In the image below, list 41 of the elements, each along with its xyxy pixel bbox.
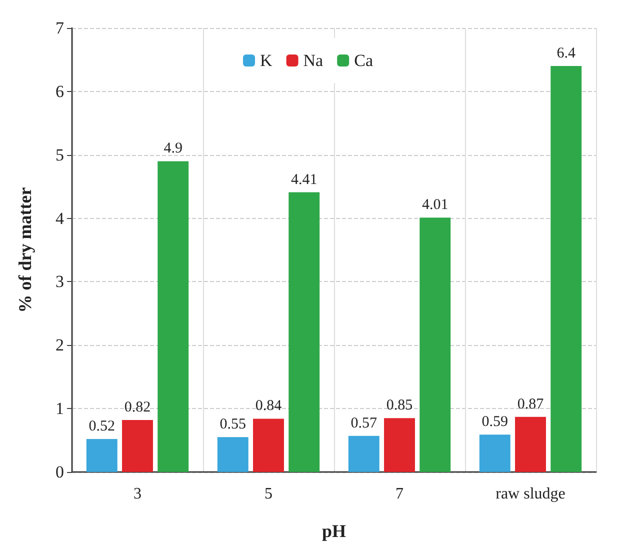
legend-label: K	[260, 51, 274, 70]
bar	[384, 418, 415, 472]
bar	[158, 161, 189, 472]
data-label: 0.55	[220, 416, 246, 433]
bar	[348, 436, 380, 472]
x-axis-title: pH	[322, 521, 346, 541]
y-tick-label: 5	[56, 145, 64, 164]
bar	[288, 192, 320, 472]
data-label: 4.9	[164, 140, 182, 157]
y-tick-label: 7	[56, 18, 64, 38]
data-label: 0.87	[517, 396, 544, 412]
bar	[217, 437, 248, 472]
y-tick-label: 3	[56, 272, 64, 292]
y-tick-label: 6	[56, 82, 64, 101]
data-label: 4.01	[422, 197, 448, 214]
bar	[550, 66, 582, 472]
data-label: 6.4	[556, 46, 576, 62]
y-axis-title: % of dry matter	[15, 187, 35, 313]
data-label: 0.85	[386, 398, 413, 414]
x-tick-label: 5	[264, 486, 272, 502]
x-tick-label: raw sludge	[496, 486, 566, 502]
data-label: 4.41	[290, 172, 318, 188]
data-label: 0.59	[482, 414, 508, 430]
x-tick-label: 3	[134, 486, 142, 502]
bar	[515, 416, 546, 472]
y-tick-label: 1	[56, 399, 64, 418]
data-label: 0.52	[88, 418, 116, 435]
y-tick-label: 4	[56, 208, 64, 228]
bar	[253, 418, 284, 472]
bar	[479, 434, 510, 472]
legend-label: Ca	[354, 51, 374, 70]
x-tick-label: 7	[396, 486, 404, 502]
bar	[420, 218, 451, 472]
data-label: 0.82	[124, 399, 151, 416]
legend-label: Na	[303, 51, 324, 70]
data-label: 0.57	[350, 415, 378, 432]
data-label: 0.84	[255, 398, 282, 414]
y-tick-label: 0	[56, 462, 64, 482]
bar	[86, 439, 118, 472]
y-tick-label: 2	[56, 336, 64, 355]
bar	[122, 420, 153, 472]
